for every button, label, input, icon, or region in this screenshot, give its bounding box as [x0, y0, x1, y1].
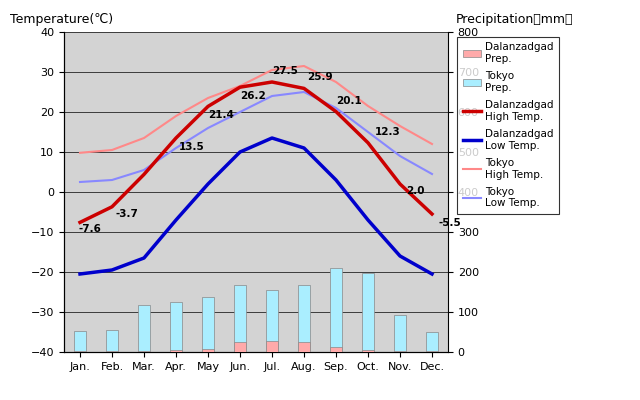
Text: 13.5: 13.5	[179, 142, 205, 152]
Bar	[394, 315, 406, 352]
Bar	[298, 342, 310, 352]
Text: 25.9: 25.9	[307, 72, 333, 82]
Legend: Dalanzadgad
Prep., Tokyo
Prep., Dalanzadgad
High Temp., Dalanzadgad
Low Temp., T: Dalanzadgad Prep., Tokyo Prep., Dalanzad…	[458, 37, 559, 214]
Text: 12.3: 12.3	[374, 127, 400, 137]
Bar	[170, 350, 182, 352]
Bar	[298, 285, 310, 352]
Bar	[202, 297, 214, 352]
Bar	[106, 351, 118, 352]
Bar	[74, 331, 86, 352]
Bar	[202, 349, 214, 352]
Bar	[330, 268, 342, 352]
Text: 20.1: 20.1	[336, 96, 362, 106]
Text: 21.4: 21.4	[208, 110, 234, 120]
Bar	[74, 351, 86, 352]
Bar	[266, 341, 278, 352]
Bar	[266, 290, 278, 352]
Bar	[170, 302, 182, 352]
Bar	[234, 342, 246, 352]
Bar	[330, 347, 342, 352]
Bar	[138, 351, 150, 352]
Text: Temperature(℃): Temperature(℃)	[10, 13, 113, 26]
Bar	[426, 351, 438, 352]
Text: -7.6: -7.6	[79, 224, 101, 234]
Text: 27.5: 27.5	[272, 66, 298, 76]
Text: Precipitation（mm）: Precipitation（mm）	[456, 13, 573, 26]
Bar	[106, 330, 118, 352]
Text: 2.0: 2.0	[406, 186, 425, 196]
Bar	[362, 273, 374, 352]
Bar	[234, 285, 246, 352]
Bar	[362, 350, 374, 352]
Bar	[426, 332, 438, 352]
Bar	[138, 305, 150, 352]
Text: -3.7: -3.7	[115, 209, 138, 219]
Bar	[394, 351, 406, 352]
Text: -5.5: -5.5	[438, 218, 461, 228]
Text: 26.2: 26.2	[240, 91, 266, 101]
